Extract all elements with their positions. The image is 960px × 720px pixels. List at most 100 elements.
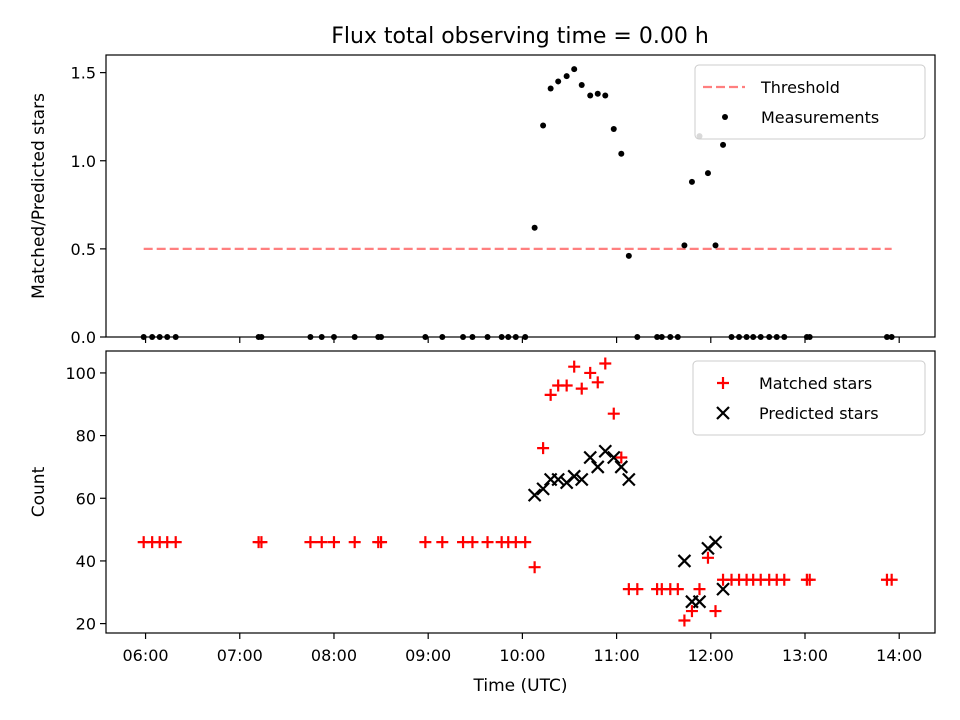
measurement-point (712, 242, 719, 249)
measurement-point (484, 334, 491, 340)
predicted-star-point (598, 444, 613, 459)
matched-star-point (671, 583, 684, 596)
x-tick-label: 13:00 (782, 646, 828, 665)
matched-star-point (778, 573, 791, 586)
legend-label: Measurements (761, 108, 879, 127)
x-tick-label: 08:00 (311, 646, 357, 665)
measurement-point (743, 334, 750, 340)
measurement-point (578, 81, 585, 88)
measurement-point (563, 73, 570, 80)
measurement-point (547, 85, 554, 92)
measurement-point (351, 334, 358, 340)
matched-star-point (685, 605, 698, 618)
measurement-point (156, 334, 163, 340)
matched-star-point (544, 388, 557, 401)
y-tick-label: 20 (76, 615, 96, 634)
measurement-point (318, 334, 325, 340)
measurement-point (531, 224, 538, 231)
matched-star-point (327, 536, 340, 549)
predicted-star-point (551, 472, 565, 487)
matched-star-point (466, 536, 479, 549)
matched-star-point (169, 536, 182, 549)
predicted-star-point (708, 535, 723, 549)
predicted-star-point (567, 469, 581, 484)
measurement-point (505, 334, 512, 340)
measurement-point (330, 334, 337, 340)
matched-star-point (568, 360, 581, 373)
legend-predicted-swatch (716, 406, 730, 420)
plot-frame (105, 54, 936, 338)
legend-matched-swatch (717, 377, 729, 389)
predicted-star-point (527, 488, 542, 502)
x-tick-label: 09:00 (405, 646, 451, 665)
predicted-star-point (622, 472, 636, 487)
measurement-point (773, 334, 780, 340)
x-tick-label: 12:00 (688, 646, 734, 665)
matched-star-point (885, 573, 898, 586)
matched-star-point (304, 536, 317, 549)
measurement-point (654, 334, 661, 340)
y-tick-label: 1.5 (71, 64, 96, 83)
measurement-point (307, 334, 314, 340)
measurement-point (704, 170, 711, 177)
predicted-star-point (692, 594, 707, 609)
matched-star-point (348, 536, 361, 549)
measurement-point (594, 90, 601, 97)
legend-label: Predicted stars (759, 404, 879, 423)
matched-star-point (607, 407, 620, 420)
legend: Matched stars Predicted stars (692, 360, 926, 436)
predicted-star-point (716, 582, 730, 596)
measurement-point (728, 334, 735, 340)
measurement-point (757, 334, 764, 340)
count-panel: 20 40 60 80 100 06:00 07:00 08:00 09:00 10:00 11:0… (29, 350, 936, 696)
measurement-point (618, 150, 625, 157)
legend-label: Threshold (760, 78, 840, 97)
x-tick-label: 10:00 (499, 646, 545, 665)
matched-star-point (375, 536, 388, 549)
y-tick-label: 80 (76, 427, 96, 446)
legend: Threshold Measurements (694, 64, 926, 140)
measurement-point (736, 334, 743, 340)
measurement-point (422, 334, 429, 340)
matched-star-point (803, 573, 816, 586)
predicted-star-point (677, 554, 692, 568)
measurement-point (164, 334, 171, 340)
measurement-point (258, 334, 265, 340)
predicted-star-point (614, 460, 629, 474)
measurement-point (625, 252, 632, 259)
matched-star-point (591, 376, 604, 389)
matched-star-point (481, 536, 494, 549)
measurement-point (587, 92, 594, 99)
matched-star-point (528, 561, 541, 574)
measurement-point (750, 334, 757, 340)
matched-star-point (678, 614, 691, 627)
measurement-point (522, 334, 529, 340)
matched-star-point (436, 536, 449, 549)
x-tick-label: 14:00 (876, 646, 922, 665)
y-tick-label: 1.0 (71, 152, 96, 171)
measurement-point (806, 334, 813, 340)
x-tick-label: 06:00 (123, 646, 169, 665)
matched-star-point (584, 366, 597, 379)
legend-box (692, 360, 926, 436)
chart-title: Flux total observing time = 0.00 h (331, 24, 709, 49)
measurement-point (498, 334, 505, 340)
measurement-point (571, 66, 578, 73)
y-tick-label: 0.5 (71, 240, 96, 259)
measurement-point (378, 334, 385, 340)
matched-star-point (631, 583, 644, 596)
matched-star-point (693, 583, 706, 596)
measurement-point (667, 334, 674, 340)
measurement-point (610, 126, 617, 133)
predicted-star-point (583, 450, 597, 465)
plot-frame (105, 350, 936, 634)
y-axis-label: Matched/Predicted stars (29, 93, 49, 299)
matched-star-point (315, 536, 328, 549)
measurement-point (460, 334, 467, 340)
legend-box (694, 64, 926, 140)
matched-star-point (419, 536, 432, 549)
measurement-point (540, 122, 547, 129)
predicted-star-point (536, 482, 550, 496)
measurement-point (602, 92, 609, 99)
